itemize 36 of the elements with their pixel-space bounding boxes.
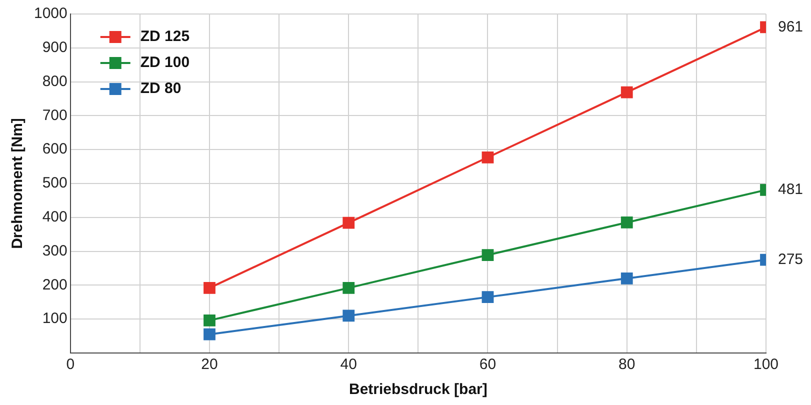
point <box>204 314 216 326</box>
data-label: 275 <box>778 250 804 268</box>
point <box>620 86 633 98</box>
point <box>342 282 355 294</box>
y-tick-label: 700 <box>42 106 68 124</box>
point <box>482 151 494 164</box>
x-tick-label: 0 <box>66 356 75 374</box>
point <box>342 216 355 229</box>
point <box>482 291 494 304</box>
data-label: 961 <box>778 18 804 36</box>
point <box>620 216 633 228</box>
point <box>620 272 633 284</box>
x-tick-label: 20 <box>201 356 218 374</box>
x-tick-label: 40 <box>340 356 357 374</box>
y-tick-label: 800 <box>42 72 68 90</box>
legend-label: ZD 125 <box>140 28 190 46</box>
data-label: 481 <box>778 181 804 198</box>
x-axis-title: Betriebsdruck [bar] <box>348 381 488 398</box>
point <box>482 249 494 261</box>
legend-label: ZD 80 <box>140 80 182 98</box>
point <box>342 310 355 322</box>
point <box>204 282 216 294</box>
y-tick-label: 100 <box>42 310 68 328</box>
y-tick-label: 1000 <box>34 5 68 22</box>
x-tick-label: 60 <box>479 356 496 374</box>
x-tick-label: 80 <box>618 356 636 374</box>
point <box>204 328 216 340</box>
legend-label: ZD 100 <box>140 54 190 72</box>
y-axis-title: Drehmoment [Nm] <box>9 118 26 249</box>
y-tick-label: 200 <box>42 276 68 294</box>
y-tick-label: 600 <box>42 140 68 158</box>
y-tick-label: 300 <box>42 242 68 260</box>
y-tick-label: 900 <box>42 39 68 56</box>
x-tick-label: 100 <box>753 356 779 374</box>
y-tick-label: 500 <box>42 174 68 192</box>
y-tick-label: 400 <box>42 208 68 226</box>
